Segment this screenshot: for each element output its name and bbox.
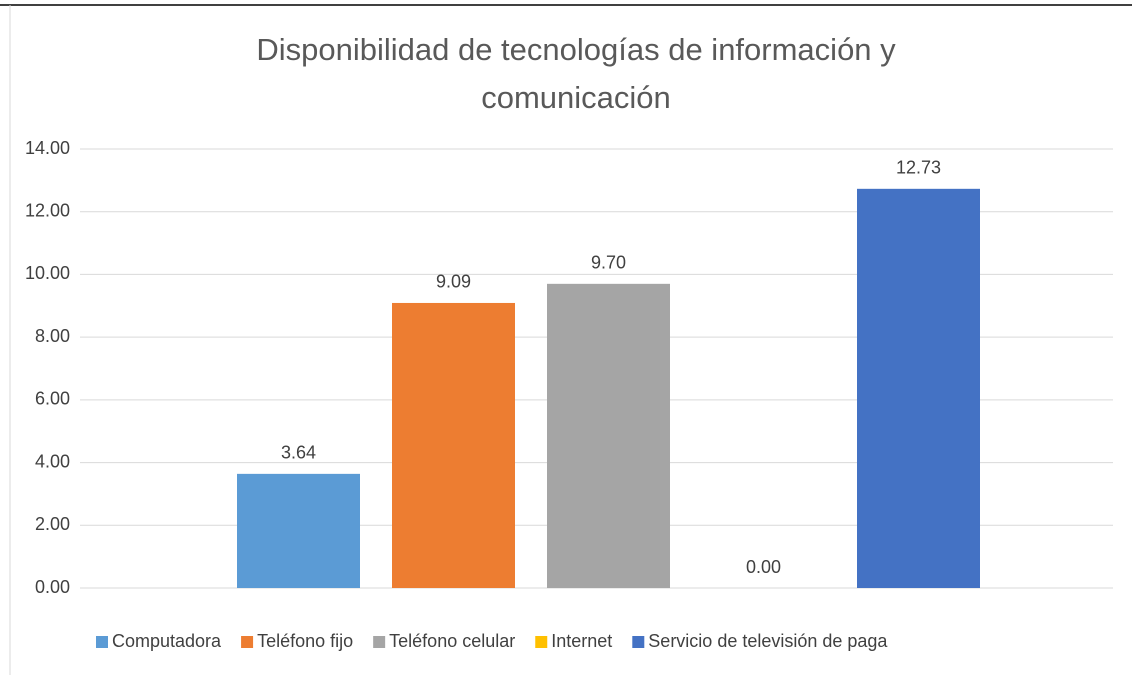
legend-label: Internet <box>551 631 612 651</box>
legend-swatch <box>535 636 548 648</box>
y-tick-label: 2.00 <box>35 514 70 534</box>
y-tick-label: 14.00 <box>25 138 70 158</box>
legend-label: Computadora <box>112 631 222 651</box>
data-label: 9.09 <box>436 272 471 292</box>
chart-title: Disponibilidad de tecnologías de informa… <box>256 32 896 115</box>
legend-label: Teléfono fijo <box>257 631 353 651</box>
data-label: 9.70 <box>591 253 626 273</box>
legend-label: Teléfono celular <box>389 631 515 651</box>
legend-swatch <box>241 636 254 648</box>
bar <box>857 188 980 588</box>
legend-label: Servicio de televisión de paga <box>648 631 888 651</box>
bar <box>237 473 360 588</box>
legend-swatch <box>96 636 108 648</box>
bar <box>547 283 670 588</box>
bar <box>392 302 515 588</box>
y-tick-label: 4.00 <box>35 451 70 471</box>
data-label: 0.00 <box>746 557 781 577</box>
y-tick-label: 12.00 <box>25 200 70 220</box>
data-label: 3.64 <box>281 443 316 463</box>
y-tick-label: 8.00 <box>35 326 70 346</box>
y-tick-label: 0.00 <box>35 577 70 597</box>
y-tick-label: 10.00 <box>25 263 70 283</box>
legend-swatch <box>373 636 386 648</box>
data-label: 12.73 <box>896 158 941 178</box>
y-tick-label: 6.00 <box>35 389 70 409</box>
legend-swatch <box>632 636 645 648</box>
